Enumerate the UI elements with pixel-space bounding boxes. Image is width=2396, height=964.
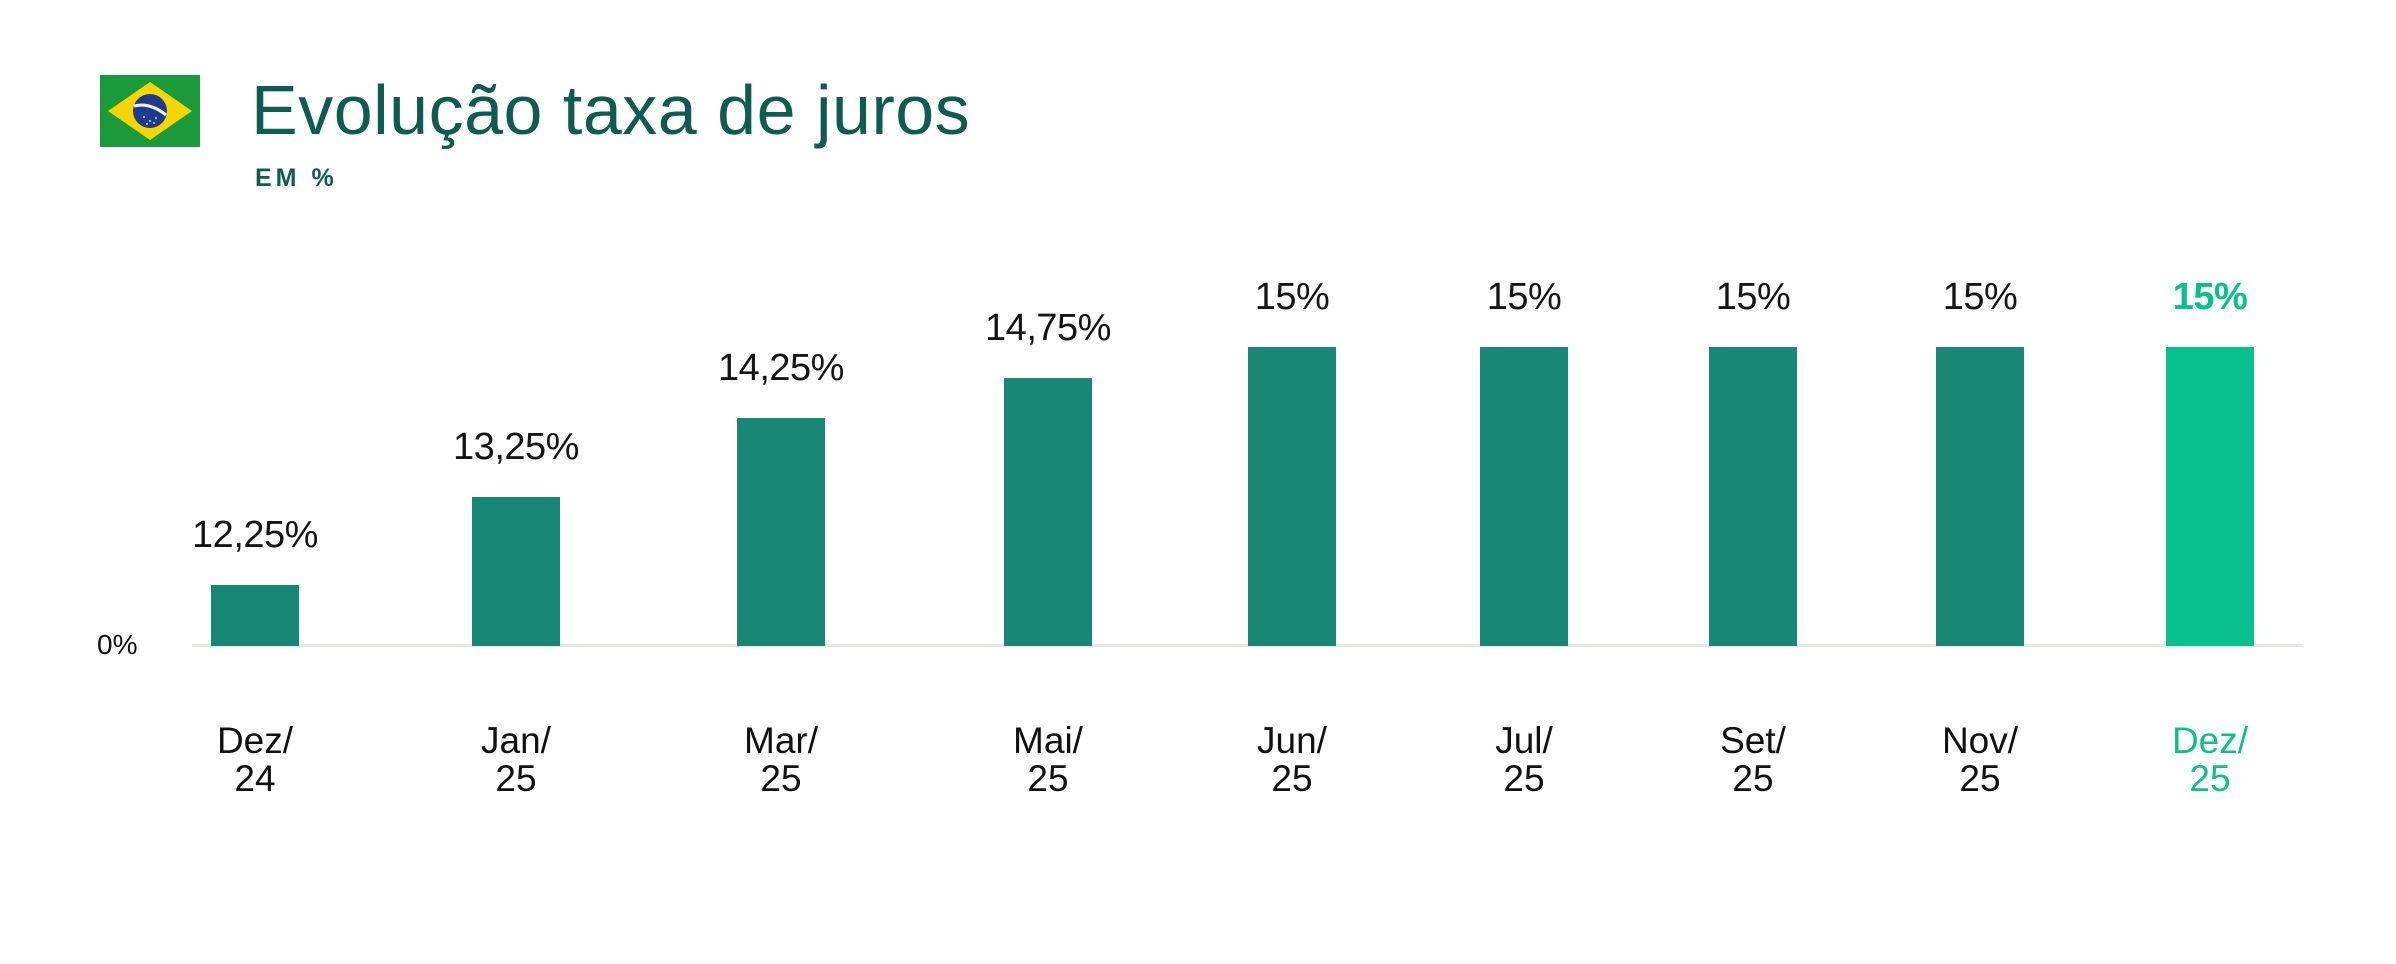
bar-group: 13,25% Jan/25 <box>453 0 579 964</box>
bar <box>1709 347 1797 646</box>
x-axis-label: Set/25 <box>1629 722 1877 798</box>
x-axis-label: Dez/24 <box>131 722 379 798</box>
x-axis-label-year: 25 <box>1959 758 2001 799</box>
x-axis-baseline <box>192 644 2302 647</box>
x-axis-label-year: 25 <box>1503 758 1545 799</box>
x-axis-label-month: Jun/ <box>1257 720 1327 761</box>
bar-value-label: 14,25% <box>718 347 844 389</box>
bar <box>211 585 299 646</box>
x-axis-label: Jan/25 <box>392 722 640 798</box>
x-axis-label-month: Jul/ <box>1495 720 1553 761</box>
x-axis-label-year: 25 <box>760 758 802 799</box>
bar-value-label: 13,25% <box>453 426 579 468</box>
x-axis-label-year: 25 <box>1732 758 1774 799</box>
x-axis-label-year: 25 <box>2189 758 2231 799</box>
bar <box>2166 347 2254 646</box>
x-axis-label: Mar/25 <box>657 722 905 798</box>
bar-group: 15% Dez/25 <box>2166 0 2254 964</box>
bar-value-label: 15% <box>1942 276 2018 318</box>
bar-group: 14,75% Mai/25 <box>985 0 1111 964</box>
bar-value-label: 12,25% <box>192 514 318 556</box>
x-axis-label-month: Mai/ <box>1013 720 1083 761</box>
x-axis-label-month: Dez/ <box>216 720 294 761</box>
x-axis-label: Dez/25 <box>2086 722 2334 798</box>
bar-value-label: 14,75% <box>985 307 1111 349</box>
bar <box>1936 347 2024 646</box>
bar-group: 15% Nov/25 <box>1936 0 2024 964</box>
bar-value-label: 15% <box>1254 276 1330 318</box>
bar <box>1248 347 1336 646</box>
chart-title: Evolução taxa de juros <box>251 71 971 149</box>
x-axis-label-month: Mar/ <box>744 720 818 761</box>
bar <box>1004 378 1092 646</box>
bar-value-label: 15% <box>1715 276 1791 318</box>
y-axis-zero-label: 0% <box>97 629 138 660</box>
x-axis-label-year: 25 <box>1271 758 1313 799</box>
bar <box>737 418 825 646</box>
bar-group: 15% Jun/25 <box>1248 0 1336 964</box>
x-axis-label: Jun/25 <box>1168 722 1416 798</box>
bar-value-label: 15% <box>1486 276 1562 318</box>
x-axis-label: Jul/25 <box>1400 722 1648 798</box>
x-axis-label-year: 25 <box>1027 758 1069 799</box>
chart-subtitle: EM % <box>255 164 338 192</box>
bar-group: 12,25% Dez/24 <box>192 0 318 964</box>
bar <box>472 497 560 646</box>
x-axis-label-month: Set/ <box>1720 720 1786 761</box>
x-axis-label-month: Nov/ <box>1941 720 2019 761</box>
bar <box>1480 347 1568 646</box>
x-axis-label: Nov/25 <box>1856 722 2104 798</box>
bar-group: 14,25% Mar/25 <box>718 0 844 964</box>
bar-value-label: 15% <box>2172 276 2248 318</box>
x-axis-label-month: Dez/ <box>2171 720 2249 761</box>
x-axis-label: Mai/25 <box>924 722 1172 798</box>
bar-group: 15% Jul/25 <box>1480 0 1568 964</box>
bar-group: 15% Set/25 <box>1709 0 1797 964</box>
brazil-flag-icon <box>100 75 200 147</box>
x-axis-label-year: 24 <box>234 758 276 799</box>
x-axis-label-month: Jan/ <box>481 720 551 761</box>
x-axis-label-year: 25 <box>495 758 537 799</box>
